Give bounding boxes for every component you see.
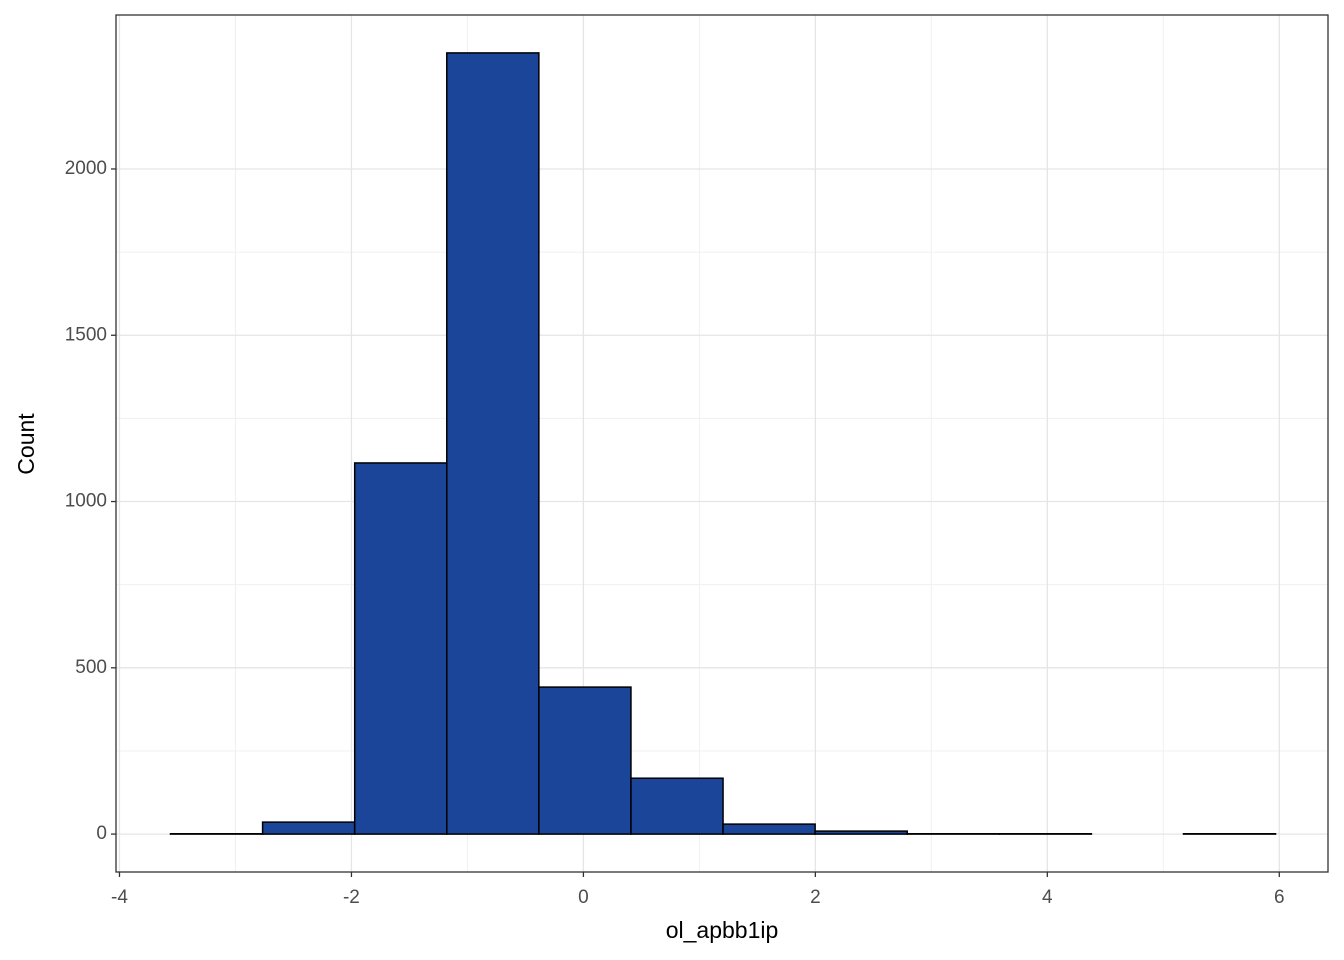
bar — [261, 821, 356, 835]
y-axis-title: Count — [13, 413, 39, 475]
bar — [814, 830, 908, 835]
x-tick-label: 4 — [1042, 887, 1053, 908]
y-tick-label: 2000 — [65, 158, 107, 179]
bar — [630, 777, 724, 835]
y-tick-label: 1000 — [65, 491, 107, 512]
y-tick-label: 500 — [75, 657, 107, 678]
x-tick-label: 6 — [1274, 887, 1285, 908]
bar — [353, 462, 448, 835]
bar — [538, 686, 632, 835]
x-tick-label: 0 — [578, 887, 589, 908]
x-axis-title: ol_apbb1ip — [666, 917, 779, 943]
x-tick-label: -2 — [343, 887, 360, 908]
x-tick-label: -4 — [111, 887, 128, 908]
bar — [722, 823, 816, 835]
bar — [446, 52, 540, 835]
y-tick-label: 1500 — [65, 324, 107, 345]
panel-border — [115, 14, 1329, 873]
y-tick-label: 0 — [96, 823, 107, 844]
x-tick-label: 2 — [810, 887, 821, 908]
